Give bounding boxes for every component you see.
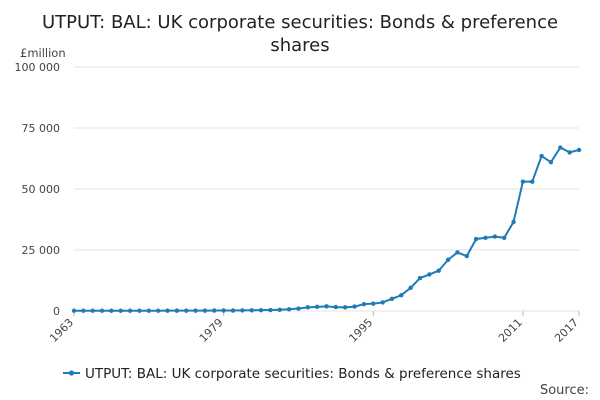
data-point[interactable]	[240, 308, 245, 313]
data-point[interactable]	[286, 307, 292, 312]
data-point[interactable]	[576, 147, 582, 153]
x-tick-label: 2017	[552, 316, 581, 345]
data-point[interactable]	[165, 308, 170, 313]
data-point[interactable]	[436, 268, 441, 273]
data-point[interactable]	[193, 308, 198, 313]
data-point[interactable]	[221, 308, 226, 313]
series-layer	[71, 145, 582, 313]
data-point[interactable]	[492, 234, 498, 239]
data-point[interactable]	[567, 150, 572, 155]
gridlines	[74, 66, 579, 312]
legend-label: UTPUT: BAL: UK corporate securities: Bon…	[85, 366, 521, 382]
data-point[interactable]	[137, 308, 142, 313]
chart-title-line-2: shares	[270, 35, 329, 56]
data-point[interactable]	[530, 179, 535, 184]
data-point[interactable]	[71, 308, 77, 313]
data-point[interactable]	[277, 307, 282, 312]
y-tick-label: 0	[53, 305, 60, 318]
data-point[interactable]	[99, 308, 105, 313]
data-point[interactable]	[296, 306, 301, 311]
data-point[interactable]	[90, 308, 95, 313]
data-point[interactable]	[230, 308, 236, 313]
data-point[interactable]	[174, 308, 180, 313]
x-tick-label: 1963	[47, 316, 76, 345]
data-point[interactable]	[212, 308, 217, 313]
y-tick-label: 75 000	[22, 122, 61, 135]
x-tick-label: 1979	[197, 316, 226, 345]
data-point[interactable]	[455, 250, 460, 255]
data-point[interactable]	[427, 272, 432, 277]
data-point[interactable]	[324, 304, 329, 309]
data-point[interactable]	[483, 235, 488, 240]
data-point[interactable]	[380, 300, 385, 305]
data-point[interactable]	[399, 292, 404, 298]
data-point[interactable]	[548, 159, 554, 165]
chart-title-line-1: UTPUT: BAL: UK corporate securities: Bon…	[42, 12, 558, 33]
y-axis-ticks: 0 25 000 50 000 75 000 100 000	[15, 61, 61, 318]
x-tick-label: 1995	[346, 316, 375, 345]
data-point[interactable]	[389, 296, 395, 301]
source-label: Source:	[540, 383, 589, 398]
data-point[interactable]	[520, 179, 526, 184]
data-point[interactable]	[118, 308, 123, 313]
data-point[interactable]	[127, 308, 133, 313]
data-point[interactable]	[249, 308, 254, 313]
data-point[interactable]	[501, 235, 507, 240]
data-point[interactable]	[473, 236, 479, 242]
legend[interactable]: UTPUT: BAL: UK corporate securities: Bon…	[63, 366, 521, 382]
data-point[interactable]	[445, 257, 451, 262]
data-point[interactable]	[539, 153, 544, 159]
data-point[interactable]	[333, 304, 339, 310]
data-point[interactable]	[202, 308, 208, 313]
y-tick-label: 50 000	[22, 183, 61, 196]
y-tick-label: 25 000	[22, 244, 61, 257]
y-tick-label: 100 000	[15, 61, 61, 74]
series-line	[74, 146, 580, 312]
data-point[interactable]	[343, 305, 348, 310]
data-point[interactable]	[361, 301, 367, 307]
y-axis-unit-label: £million	[20, 46, 66, 60]
data-point[interactable]	[109, 308, 114, 313]
data-point[interactable]	[558, 145, 563, 150]
data-point[interactable]	[371, 301, 376, 306]
data-point[interactable]	[305, 305, 310, 310]
legend-swatch-marker	[68, 370, 75, 376]
data-point[interactable]	[511, 219, 516, 225]
data-point[interactable]	[352, 304, 357, 309]
data-point[interactable]	[155, 308, 161, 313]
data-point[interactable]	[408, 285, 413, 291]
x-tick-label: 2011	[496, 316, 525, 345]
data-point[interactable]	[268, 307, 273, 313]
data-point[interactable]	[417, 275, 423, 281]
data-point[interactable]	[184, 308, 189, 313]
data-point[interactable]	[81, 308, 86, 313]
data-point[interactable]	[314, 304, 320, 310]
data-point[interactable]	[146, 308, 152, 313]
data-point[interactable]	[464, 253, 469, 259]
data-point[interactable]	[258, 307, 264, 313]
x-axis-ticks: 1963 1979 1995 2011 2017	[47, 311, 581, 345]
